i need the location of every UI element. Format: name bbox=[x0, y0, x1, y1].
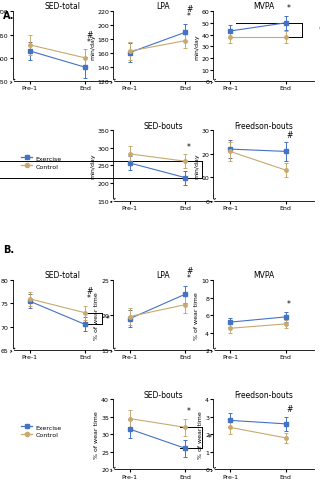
Text: *: * bbox=[86, 294, 90, 302]
Title: SED-bouts: SED-bouts bbox=[143, 390, 183, 399]
Text: *: * bbox=[258, 166, 262, 175]
Text: #: # bbox=[86, 287, 93, 296]
Title: LPA: LPA bbox=[156, 2, 170, 11]
Y-axis label: % of wear time: % of wear time bbox=[194, 292, 199, 339]
Text: *: * bbox=[187, 406, 190, 415]
Title: SED-total: SED-total bbox=[45, 2, 81, 11]
Text: #: # bbox=[287, 405, 293, 413]
Text: *: * bbox=[287, 4, 291, 13]
Y-axis label: % of wear time: % of wear time bbox=[198, 410, 203, 458]
Legend: Exercise, Control: Exercise, Control bbox=[21, 424, 61, 438]
Legend: Exercise, Control: Exercise, Control bbox=[21, 156, 61, 169]
Title: SED-total: SED-total bbox=[45, 271, 81, 280]
Title: Freedson-bouts: Freedson-bouts bbox=[234, 121, 293, 130]
Y-axis label: % of wear time: % of wear time bbox=[94, 292, 99, 339]
Y-axis label: min/day: min/day bbox=[90, 34, 95, 60]
Text: *: * bbox=[208, 434, 212, 442]
Title: SED-bouts: SED-bouts bbox=[143, 121, 183, 130]
Text: *: * bbox=[319, 26, 320, 35]
Text: *: * bbox=[187, 12, 190, 21]
Text: *: * bbox=[86, 38, 90, 47]
Text: *: * bbox=[287, 300, 291, 308]
Text: A.: A. bbox=[3, 11, 15, 21]
Y-axis label: % of wear time: % of wear time bbox=[94, 410, 99, 458]
Title: Freedson-bouts: Freedson-bouts bbox=[234, 390, 293, 399]
Title: MVPA: MVPA bbox=[253, 2, 274, 11]
Title: MVPA: MVPA bbox=[253, 271, 274, 280]
Text: #: # bbox=[86, 31, 93, 40]
Text: #: # bbox=[187, 267, 193, 275]
Y-axis label: min/day: min/day bbox=[90, 153, 95, 179]
Title: LPA: LPA bbox=[156, 271, 170, 280]
Y-axis label: min/day: min/day bbox=[194, 34, 199, 60]
Text: #: # bbox=[287, 130, 293, 139]
Y-axis label: min/day: min/day bbox=[194, 153, 199, 179]
Text: *: * bbox=[187, 142, 190, 151]
Text: #: # bbox=[187, 5, 193, 14]
Text: B.: B. bbox=[3, 244, 14, 255]
Text: *: * bbox=[187, 273, 190, 283]
Text: *: * bbox=[106, 315, 110, 323]
